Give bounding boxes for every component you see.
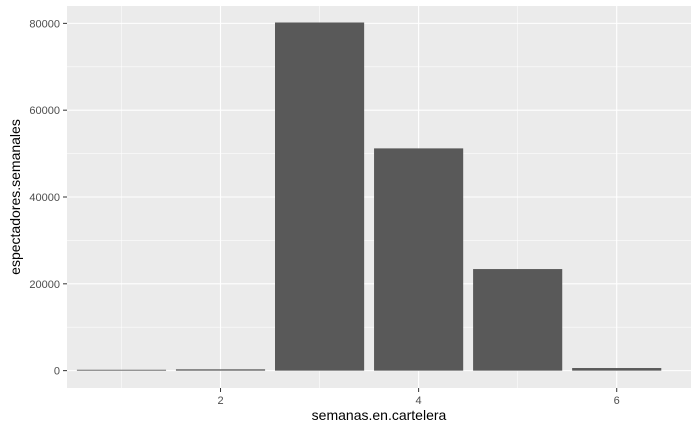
bars bbox=[76, 22, 662, 371]
y-tick-label: 20000 bbox=[29, 279, 60, 291]
x-tick-label: 6 bbox=[614, 395, 620, 407]
bar-week-6 bbox=[572, 368, 662, 371]
bar-week-2 bbox=[175, 369, 266, 371]
bar-week-3 bbox=[275, 22, 365, 371]
y-tick-label: 80000 bbox=[29, 18, 60, 30]
y-axis-ticks: 0 20000 40000 60000 80000 bbox=[29, 18, 67, 378]
y-tick-label: 40000 bbox=[29, 192, 60, 204]
bar-week-1 bbox=[76, 369, 167, 371]
bar-week-5 bbox=[473, 269, 563, 371]
y-axis-title: espectadores.semanales bbox=[7, 119, 23, 275]
x-axis-title: semanas.en.cartelera bbox=[312, 407, 447, 423]
x-tick-label: 2 bbox=[217, 395, 223, 407]
x-tick-label: 4 bbox=[416, 395, 422, 407]
x-axis-ticks: 2 4 6 bbox=[217, 388, 620, 407]
y-tick-label: 0 bbox=[54, 366, 60, 378]
bar-week-4 bbox=[374, 148, 464, 371]
y-tick-label: 60000 bbox=[29, 105, 60, 117]
